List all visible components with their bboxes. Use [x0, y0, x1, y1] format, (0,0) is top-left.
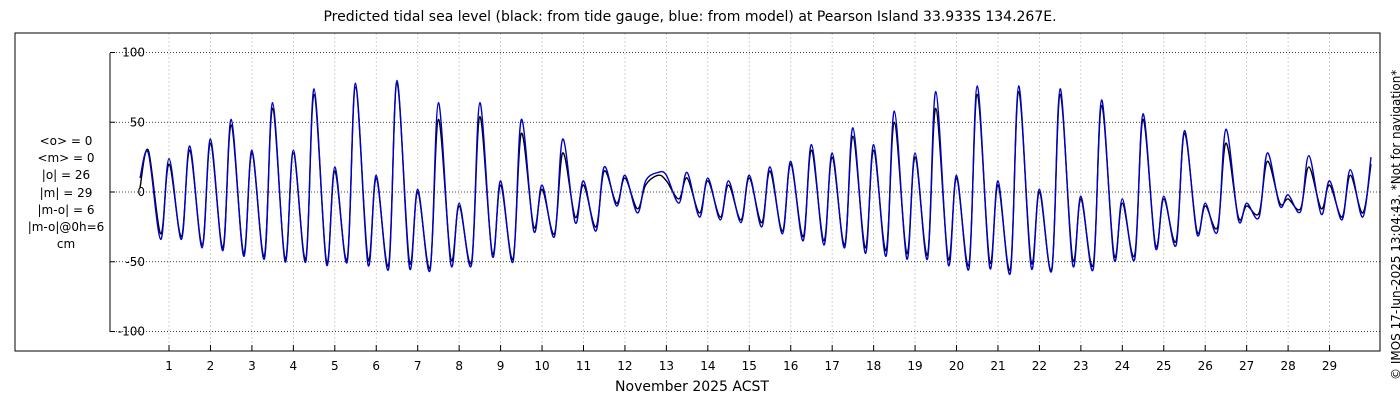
x-tick-label: 7 — [414, 359, 422, 373]
stat-unit: cm — [56, 237, 76, 252]
x-tick-label: 25 — [1156, 359, 1171, 373]
x-tick-label: 17 — [825, 359, 840, 373]
x-tick-label: 26 — [1198, 359, 1213, 373]
x-axis-label: November 2025 ACST — [615, 379, 769, 395]
x-tick-label: 13 — [659, 359, 674, 373]
x-tick-label: 24 — [1115, 359, 1130, 373]
x-tick-label: 29 — [1322, 359, 1337, 373]
x-tick-label: 21 — [990, 359, 1005, 373]
x-tick-label: 20 — [949, 359, 964, 373]
y-tick-label: 0 — [137, 185, 145, 199]
x-tick-label: 28 — [1280, 359, 1295, 373]
x-tick-label: 8 — [455, 359, 463, 373]
x-tick-label: 6 — [372, 359, 380, 373]
x-tick-label: 4 — [290, 359, 298, 373]
x-tick-label: 14 — [700, 359, 715, 373]
x-tick-label: 27 — [1239, 359, 1254, 373]
x-tick-label: 18 — [866, 359, 881, 373]
y-tick-label: -100 — [118, 325, 145, 339]
x-tick-label: 5 — [331, 359, 339, 373]
x-tick-label: 23 — [1073, 359, 1088, 373]
y-tick-label: -50 — [125, 255, 145, 269]
statistics-annotation: <o> = 0 <m> = 0 |o| = 26 |m| = 29 |m-o| … — [22, 133, 110, 253]
y-tick-label: 50 — [130, 115, 145, 129]
x-tick-label: 15 — [742, 359, 757, 373]
grid — [110, 33, 1380, 351]
x-tick-label: 11 — [576, 359, 591, 373]
stat-abs-model: |m| = 29 — [39, 185, 93, 200]
stat-abs-diff: |m-o| = 6 — [37, 202, 95, 217]
series-model-line — [139, 79, 1372, 276]
x-tick-label: 2 — [207, 359, 215, 373]
stat-abs-obs: |o| = 26 — [41, 168, 91, 183]
x-tick-label: 12 — [617, 359, 632, 373]
x-tick-label: 19 — [907, 359, 922, 373]
series-group — [139, 79, 1372, 276]
stat-mean-model: <m> = 0 — [37, 151, 95, 166]
x-tick-label: 22 — [1032, 359, 1047, 373]
x-tick-label: 1 — [165, 359, 173, 373]
stat-abs-diff-0h: |m-o|@0h=6 — [27, 220, 105, 235]
x-tick-label: 3 — [248, 359, 256, 373]
plot-frame — [14, 32, 1381, 352]
y-ticks: -100 -50 0 50 100 — [110, 46, 145, 339]
y-tick-label: 100 — [122, 46, 145, 60]
x-tick-label: 9 — [497, 359, 505, 373]
x-tick-label: 16 — [783, 359, 798, 373]
x-ticks: 1 2 3 4 5 6 7 8 9 10 11 12 13 14 15 16 17 18 19 20 21 22 23 24 2… — [165, 345, 1337, 373]
stat-mean-obs: <o> = 0 — [39, 134, 93, 148]
x-tick-label: 10 — [534, 359, 549, 373]
chart-title: Predicted tidal sea level (black: from t… — [323, 9, 1057, 25]
